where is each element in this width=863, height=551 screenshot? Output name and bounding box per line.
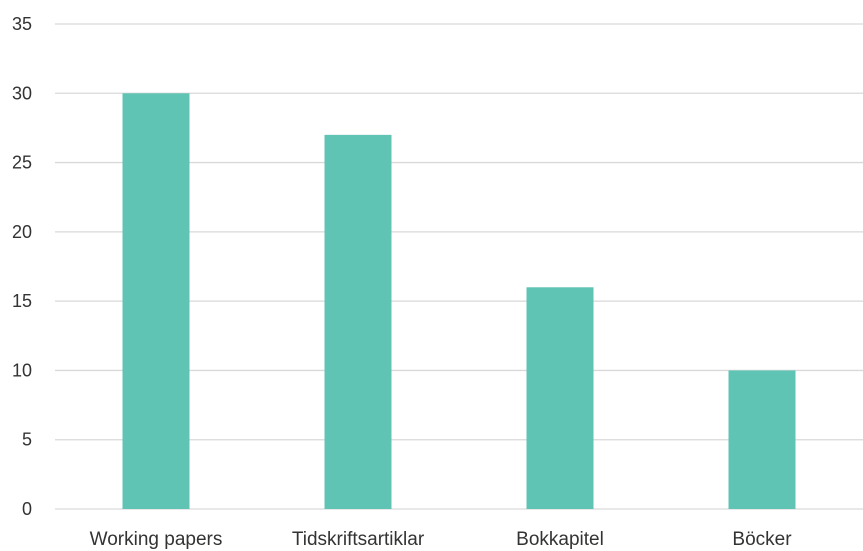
bar-4 [728, 370, 796, 509]
y-tick-label: 20 [12, 222, 32, 242]
bars [122, 93, 796, 510]
y-axis-tick-labels: 0 5 10 15 20 25 30 35 [12, 14, 32, 519]
y-tick-label: 0 [22, 499, 32, 519]
x-category-label: Tidskriftsartiklar [292, 529, 425, 550]
y-tick-label: 25 [12, 153, 32, 173]
bar-1 [122, 93, 190, 510]
bar-3 [526, 287, 594, 509]
x-category-label: Böcker [732, 529, 792, 550]
y-tick-label: 35 [12, 14, 32, 34]
y-tick-label: 30 [12, 83, 32, 103]
bar-2 [324, 134, 392, 509]
x-category-label: Bokkapitel [516, 529, 604, 550]
x-axis-category-labels: Working papers Tidskriftsartiklar Bokkapit… [90, 529, 793, 550]
x-category-label: Working papers [90, 529, 223, 550]
y-tick-label: 5 [22, 430, 32, 450]
y-tick-label: 10 [12, 360, 32, 380]
gridlines [55, 23, 863, 510]
y-tick-label: 15 [12, 291, 32, 311]
